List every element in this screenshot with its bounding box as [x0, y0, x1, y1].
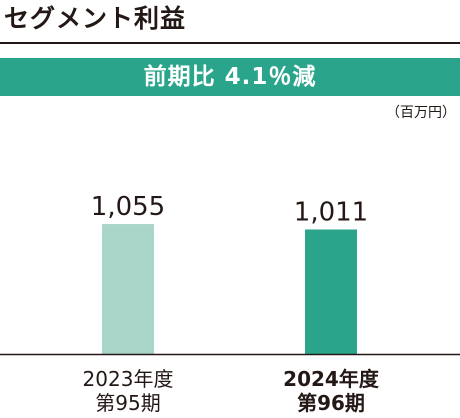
unit-label: （百万円） — [386, 105, 456, 121]
bar-1 — [102, 224, 154, 354]
category-label-1-line1: 2023年度 — [82, 367, 174, 391]
category-label-2-line1: 2024年度 — [283, 367, 379, 391]
bar-2 — [305, 229, 357, 354]
value-label-1: 1,055 — [91, 192, 165, 222]
title-underline — [0, 42, 460, 44]
change-banner: 前期比 4.1％減 — [0, 58, 460, 96]
category-label-1-line2: 第95期 — [95, 391, 161, 415]
value-label-2: 1,011 — [294, 197, 368, 227]
chart-title: セグメント利益 — [4, 4, 187, 33]
category-label-2-line2: 第96期 — [297, 391, 365, 415]
